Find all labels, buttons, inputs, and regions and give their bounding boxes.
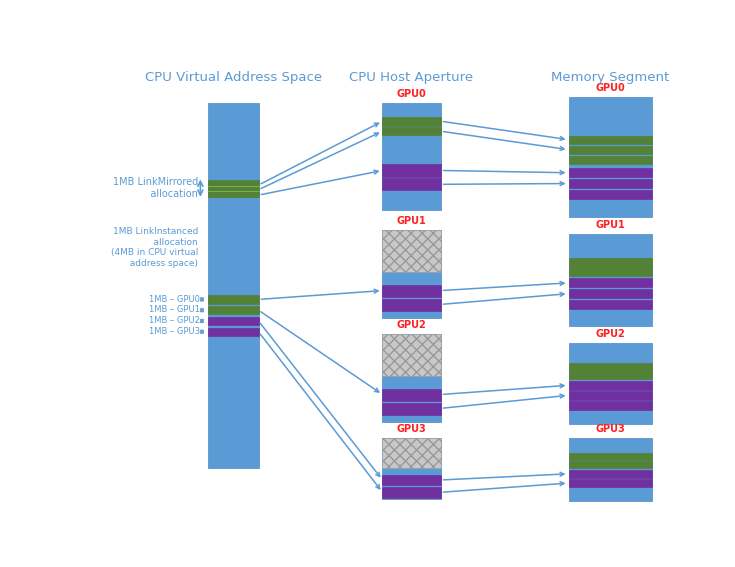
Bar — [382, 128, 440, 135]
Bar — [568, 289, 652, 298]
Bar — [568, 391, 652, 400]
Bar — [568, 438, 652, 501]
Text: GPU3: GPU3 — [397, 424, 426, 434]
Bar — [208, 328, 259, 336]
Bar — [382, 230, 440, 272]
Bar — [568, 470, 652, 477]
Bar — [208, 317, 259, 325]
Bar — [382, 403, 440, 414]
Bar — [382, 389, 440, 401]
Bar — [568, 179, 652, 188]
Bar — [382, 103, 440, 210]
Bar — [568, 479, 652, 487]
Bar — [568, 168, 652, 177]
Bar — [568, 278, 652, 287]
Text: 1MB – GPU1: 1MB – GPU1 — [148, 305, 200, 314]
Bar — [568, 234, 652, 326]
Bar — [208, 103, 259, 468]
Bar — [382, 438, 440, 499]
Bar — [208, 306, 259, 315]
Bar — [382, 285, 440, 297]
Bar — [382, 299, 440, 311]
Bar — [382, 475, 440, 485]
Bar — [568, 382, 652, 390]
Bar — [208, 180, 259, 197]
Bar — [568, 371, 652, 379]
Text: GPU2: GPU2 — [397, 320, 426, 330]
Bar — [568, 453, 652, 460]
Bar — [382, 178, 440, 191]
Bar — [568, 343, 652, 424]
Text: GPU1: GPU1 — [397, 216, 426, 226]
Text: CPU Host Aperture: CPU Host Aperture — [350, 71, 473, 84]
Bar — [568, 258, 652, 266]
Text: 1MB LinkMirrored
   allocation: 1MB LinkMirrored allocation — [112, 177, 198, 199]
Bar — [568, 136, 652, 144]
Text: 1MB – GPU0: 1MB – GPU0 — [148, 294, 200, 303]
Bar — [568, 300, 652, 309]
Bar — [568, 156, 652, 164]
Bar — [208, 295, 259, 304]
Text: 1MB – GPU2: 1MB – GPU2 — [148, 316, 200, 325]
Bar — [568, 190, 652, 199]
Bar — [382, 117, 440, 126]
Bar — [568, 268, 652, 276]
Text: GPU2: GPU2 — [595, 329, 625, 339]
Bar — [568, 363, 652, 371]
Bar — [568, 461, 652, 468]
Text: GPU3: GPU3 — [595, 424, 625, 434]
Bar — [382, 334, 440, 422]
Text: Memory Segment: Memory Segment — [551, 71, 670, 84]
Bar — [568, 146, 652, 154]
Text: GPU0: GPU0 — [595, 83, 625, 94]
Bar — [382, 164, 440, 176]
Bar — [382, 230, 440, 318]
Bar — [568, 98, 652, 217]
Bar — [382, 334, 440, 376]
Bar — [568, 401, 652, 410]
Text: GPU0: GPU0 — [397, 89, 426, 99]
Text: CPU Virtual Address Space: CPU Virtual Address Space — [145, 71, 322, 84]
Bar — [382, 487, 440, 498]
Bar — [382, 438, 440, 468]
Text: 1MB LinkInstanced
    allocation
(4MB in CPU virtual
  address space): 1MB LinkInstanced allocation (4MB in CPU… — [111, 227, 198, 268]
Text: GPU1: GPU1 — [595, 220, 625, 230]
Text: 1MB – GPU3: 1MB – GPU3 — [148, 327, 200, 336]
